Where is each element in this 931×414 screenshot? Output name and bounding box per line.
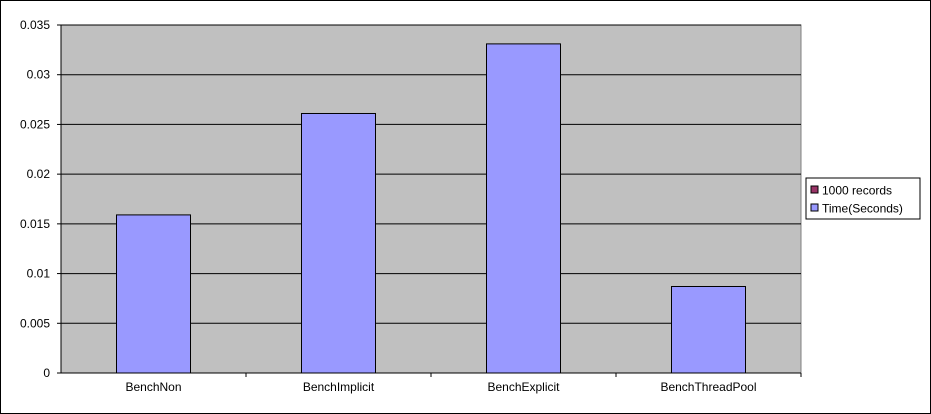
y-tick-label: 0 xyxy=(43,366,50,380)
y-tick-label: 0.02 xyxy=(27,167,51,181)
y-tick-label: 0.03 xyxy=(27,68,51,82)
bar-benchexplicit xyxy=(486,43,561,374)
x-tick-label: BenchNon xyxy=(125,380,181,394)
x-tick-label: BenchExplicit xyxy=(487,380,560,394)
y-tick-label: 0.005 xyxy=(20,316,50,330)
y-tick-label: 0.01 xyxy=(27,267,51,281)
legend-label-time-seconds: Time(Seconds) xyxy=(822,202,903,216)
y-tick-label: 0.025 xyxy=(20,117,50,131)
x-tick-label: BenchThreadPool xyxy=(660,380,756,394)
legend-swatch-1000-records xyxy=(810,185,819,194)
legend-swatch-time-seconds xyxy=(810,203,819,212)
x-axis-ticks: BenchNon BenchImplicit BenchExplicit BenchT… xyxy=(125,373,802,394)
x-tick-label: BenchImplicit xyxy=(303,380,375,394)
bar-benchnon xyxy=(116,214,191,374)
y-tick-label: 0.035 xyxy=(20,18,50,32)
legend-label-1000-records: 1000 records xyxy=(822,184,892,198)
bars xyxy=(116,43,746,374)
y-axis-ticks: 0 0.005 0.01 0.015 0.02 0.025 0.03 0.035 xyxy=(20,18,61,380)
bar-benchthreadpool xyxy=(671,285,746,374)
y-tick-label: 0.015 xyxy=(20,217,50,231)
legend-box xyxy=(805,177,921,220)
legend: 1000 records Time(Seconds) xyxy=(805,177,921,220)
bar-benchimplicit xyxy=(301,112,376,374)
